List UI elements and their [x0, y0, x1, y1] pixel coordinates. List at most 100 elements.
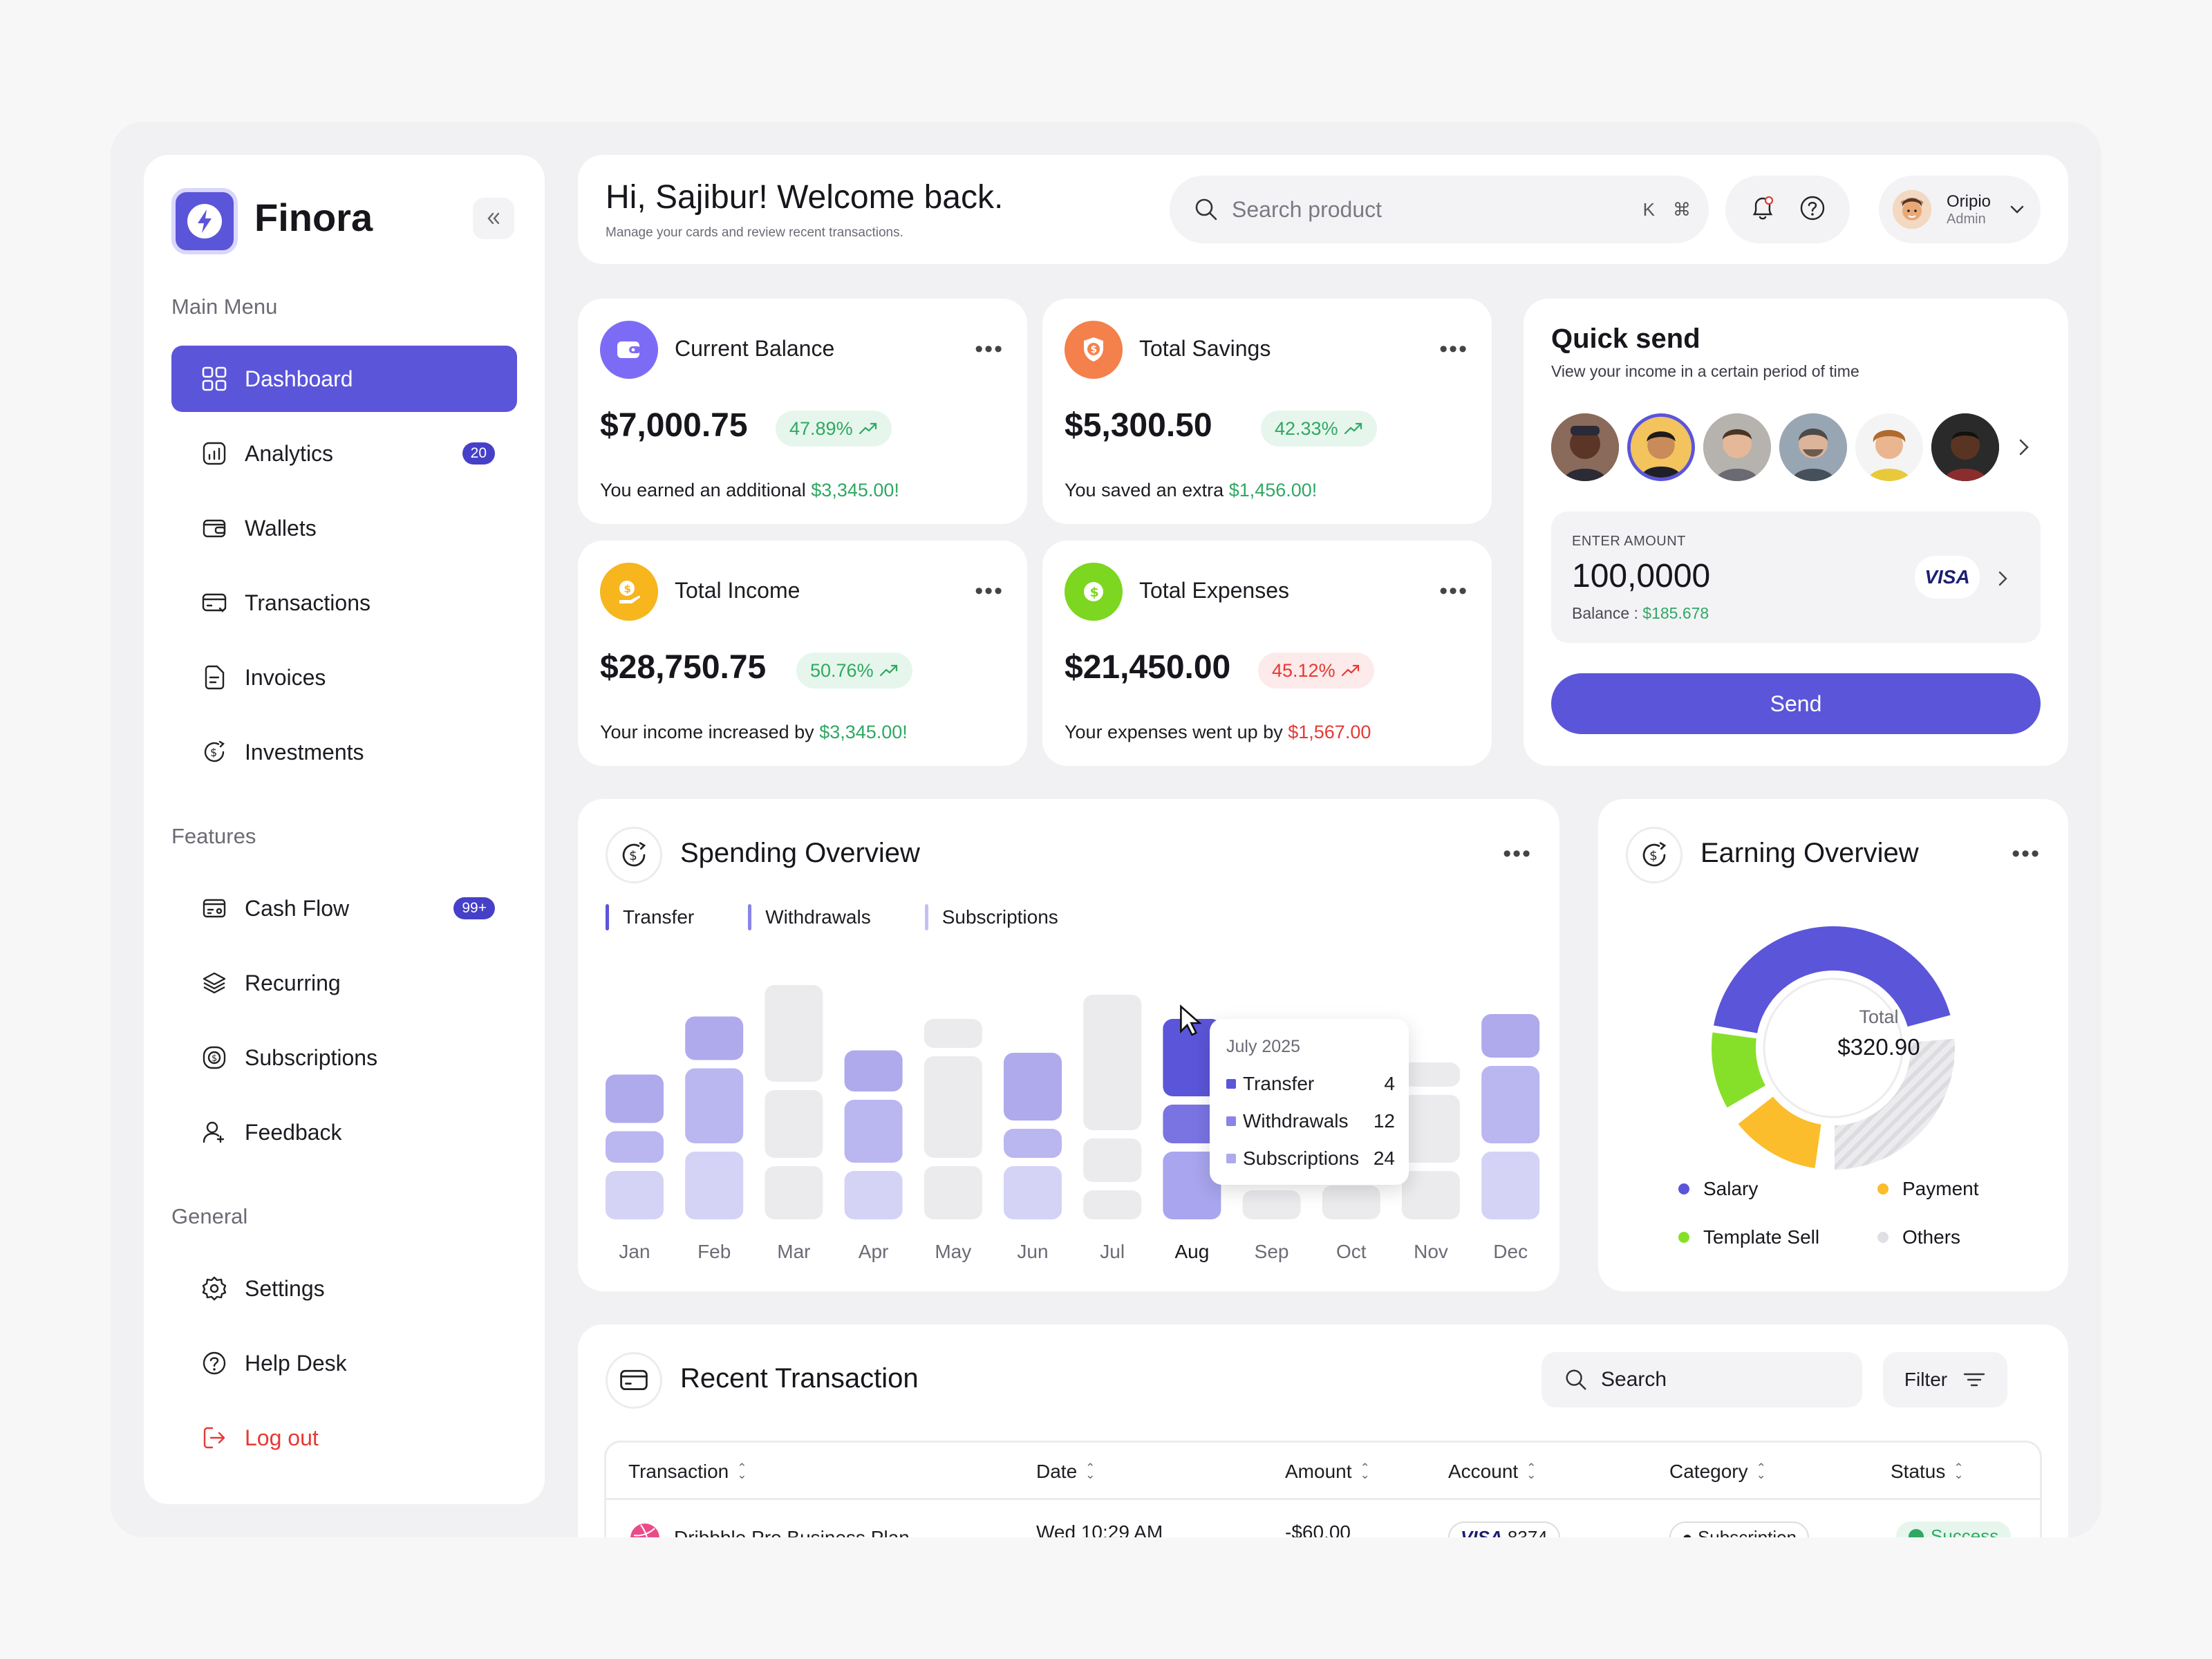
user-name: Oripio [1947, 191, 1991, 211]
bar-apr-transfer[interactable] [844, 1171, 903, 1219]
more-options-icon[interactable]: ••• [975, 578, 1004, 604]
sidebar-item-dashboard[interactable]: Dashboard [171, 346, 517, 412]
earning-title: Earning Overview [1700, 838, 1919, 868]
column-header-transaction[interactable]: Transaction ⌃ ⌄ [628, 1461, 747, 1482]
sidebar-item-analytics[interactable]: Analytics 20 [171, 420, 517, 487]
bar-aug-subscriptions[interactable] [1163, 1019, 1221, 1096]
more-options-icon[interactable]: ••• [1439, 578, 1468, 604]
chevron-right-icon[interactable] [1994, 567, 2013, 590]
table-row-transaction[interactable]: Dribbble Pro Business Plan [628, 1521, 910, 1537]
bar-jan-transfer[interactable] [606, 1171, 664, 1219]
earning-overview-card: $ Earning Overview ••• Total $320.90 Sal… [1598, 799, 2068, 1291]
more-options-icon[interactable]: ••• [2012, 841, 2041, 867]
bar-jan-subscriptions[interactable] [606, 1074, 664, 1123]
bar-jul-withdrawals[interactable] [1083, 1138, 1142, 1182]
notification-bell-icon[interactable] [1747, 193, 1778, 227]
bar-jun-subscriptions[interactable] [1004, 1053, 1062, 1121]
bar-dec-transfer[interactable] [1481, 1152, 1540, 1219]
stat-change-badge: 50.76% [796, 653, 912, 688]
sidebar-item-subscriptions[interactable]: $ Subscriptions [171, 1024, 517, 1091]
sidebar-item-settings[interactable]: Settings [171, 1255, 517, 1322]
column-header-account[interactable]: Account ⌃ ⌄ [1448, 1461, 1537, 1482]
bar-feb-subscriptions[interactable] [685, 1016, 744, 1060]
total-income-card: $ Total Income ••• $28,750.75 50.76% You… [578, 541, 1027, 766]
cash-register-icon [199, 893, 229, 924]
sidebar-item-investments[interactable]: $ Investments [171, 719, 517, 785]
table-cell-amount: -$60.00 [1285, 1521, 1351, 1537]
dollar-shield-icon: $ [199, 1042, 229, 1073]
column-header-date[interactable]: Date ⌃ ⌄ [1036, 1461, 1096, 1482]
sidebar-item-wallets[interactable]: Wallets [171, 495, 517, 561]
bar-jul-transfer[interactable] [1083, 1190, 1142, 1219]
x-tick-label: Nov [1414, 1241, 1448, 1262]
sidebar-item-cash-flow[interactable]: Cash Flow 99+ [171, 875, 517, 941]
visa-card-icon[interactable]: VISA [1915, 556, 1980, 599]
bar-feb-transfer[interactable] [685, 1152, 744, 1219]
chevron-right-icon[interactable] [2014, 433, 2034, 461]
donut-segment-others[interactable] [1832, 1035, 1958, 1172]
recipient-avatar[interactable] [1931, 413, 1999, 481]
stat-title: Total Savings [1139, 336, 1271, 361]
features-heading: Features [171, 824, 256, 848]
bar-oct-transfer[interactable] [1322, 1185, 1380, 1219]
filter-button[interactable]: Filter [1883, 1352, 2007, 1407]
bar-may-subscriptions[interactable] [924, 1019, 982, 1048]
sidebar-item-help-desk[interactable]: Help Desk [171, 1330, 517, 1396]
more-options-icon[interactable]: ••• [1503, 841, 1532, 867]
bar-dec-subscriptions[interactable] [1481, 1014, 1540, 1058]
legend-item-template-sell: Template Sell [1678, 1226, 1819, 1248]
column-header-status[interactable]: Status ⌃ ⌄ [1891, 1461, 1964, 1482]
bar-jul-subscriptions[interactable] [1083, 995, 1142, 1130]
recipient-avatar[interactable] [1855, 413, 1923, 481]
bar-dec-withdrawals[interactable] [1481, 1066, 1540, 1143]
x-tick-label: Aug [1174, 1241, 1209, 1262]
column-header-category[interactable]: Category ⌃ ⌄ [1669, 1461, 1766, 1482]
sidebar-item-label: Feedback [245, 1119, 342, 1145]
collapse-sidebar-button[interactable] [473, 198, 514, 239]
help-icon[interactable] [1797, 193, 1828, 227]
sidebar-item-feedback[interactable]: Feedback [171, 1099, 517, 1165]
bar-may-withdrawals[interactable] [924, 1056, 982, 1158]
sidebar-item-label: Subscriptions [245, 1044, 378, 1070]
user-profile-menu[interactable]: Oripio Admin [1879, 176, 2041, 243]
bar-nov-subscriptions[interactable] [1402, 1062, 1460, 1087]
send-button[interactable]: Send [1551, 673, 2041, 734]
bar-jan-withdrawals[interactable] [606, 1131, 664, 1163]
bar-may-transfer[interactable] [924, 1166, 982, 1219]
transaction-search-input[interactable]: Search [1541, 1352, 1862, 1407]
bar-nov-transfer[interactable] [1402, 1171, 1460, 1219]
bar-nov-withdrawals[interactable] [1402, 1095, 1460, 1163]
bar-jun-transfer[interactable] [1004, 1166, 1062, 1219]
recipient-avatar[interactable] [1551, 413, 1619, 481]
balance-text: Balance : $185.678 [1572, 604, 1709, 622]
recipient-avatar[interactable] [1779, 413, 1847, 481]
more-options-icon[interactable]: ••• [975, 336, 1004, 362]
bar-feb-withdrawals[interactable] [685, 1068, 744, 1144]
recipient-avatar-selected[interactable] [1627, 413, 1695, 481]
donut-segment-payment[interactable] [1734, 1093, 1824, 1172]
bar-aug-transfer[interactable] [1163, 1152, 1221, 1219]
stat-value: $5,300.50 [1065, 407, 1212, 444]
bar-mar-subscriptions[interactable] [765, 985, 823, 1082]
bar-sep-transfer[interactable] [1242, 1190, 1301, 1219]
sidebar-item-transactions[interactable]: Transactions [171, 570, 517, 636]
sidebar-item-log-out[interactable]: Log out [171, 1405, 517, 1471]
bar-mar-transfer[interactable] [765, 1166, 823, 1219]
search-input[interactable]: Search product K ⌘ [1170, 176, 1709, 243]
more-options-icon[interactable]: ••• [1439, 336, 1468, 362]
top-header: Hi, Sajibur! Welcome back. Manage your c… [578, 155, 2068, 264]
sidebar-item-recurring[interactable]: Recurring [171, 950, 517, 1016]
donut-segment-template-sell[interactable] [1709, 1029, 1769, 1111]
bar-aug-withdrawals[interactable] [1163, 1105, 1221, 1143]
stat-note-amount: $1,456.00! [1228, 480, 1318, 500]
user-role: Admin [1947, 211, 1986, 227]
bar-mar-withdrawals[interactable] [765, 1090, 823, 1158]
bar-apr-withdrawals[interactable] [844, 1100, 903, 1163]
column-header-amount[interactable]: Amount ⌃ ⌄ [1285, 1461, 1370, 1482]
bar-jun-withdrawals[interactable] [1004, 1129, 1062, 1158]
recipient-avatar[interactable] [1703, 413, 1771, 481]
bar-apr-subscriptions[interactable] [844, 1050, 903, 1092]
donut-segment-salary[interactable] [1710, 924, 1953, 1036]
sidebar-item-invoices[interactable]: Invoices [171, 644, 517, 711]
amount-input[interactable]: ENTER AMOUNT 100,0000 Balance : $185.678… [1551, 512, 2041, 643]
